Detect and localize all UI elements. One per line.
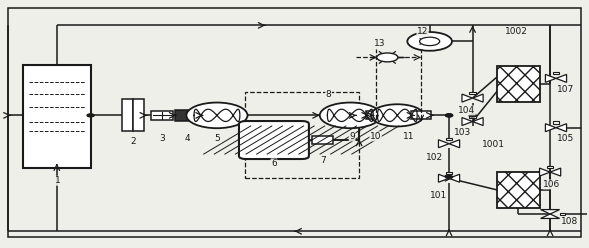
Circle shape: [87, 114, 94, 117]
Text: 3: 3: [160, 134, 165, 143]
Bar: [366, 111, 385, 120]
Bar: [122, 99, 133, 131]
Bar: [411, 111, 431, 120]
Polygon shape: [556, 124, 567, 132]
Bar: [469, 92, 476, 94]
Polygon shape: [556, 74, 567, 82]
Circle shape: [320, 102, 381, 128]
Bar: [257, 126, 292, 154]
Text: 4: 4: [185, 134, 190, 143]
Text: 102: 102: [426, 153, 443, 162]
Text: 103: 103: [454, 128, 471, 137]
Bar: [257, 126, 292, 154]
Text: 105: 105: [557, 134, 575, 143]
Bar: [312, 136, 333, 145]
Circle shape: [445, 175, 452, 178]
Bar: [553, 72, 559, 74]
Bar: [175, 110, 200, 121]
Text: 106: 106: [543, 180, 561, 189]
Polygon shape: [545, 124, 556, 132]
Bar: [257, 126, 292, 154]
Polygon shape: [449, 140, 459, 148]
Bar: [257, 126, 292, 154]
Text: 1002: 1002: [505, 27, 528, 36]
Text: 12: 12: [417, 27, 428, 36]
Bar: [151, 111, 173, 120]
Polygon shape: [541, 210, 560, 214]
Bar: [133, 99, 144, 131]
Bar: [257, 126, 292, 154]
Circle shape: [408, 32, 452, 51]
Circle shape: [186, 102, 247, 128]
Circle shape: [371, 104, 423, 126]
Polygon shape: [438, 174, 449, 182]
Text: 107: 107: [557, 85, 575, 94]
Bar: [257, 126, 292, 154]
Bar: [446, 172, 452, 174]
Bar: [257, 126, 292, 154]
Text: 10: 10: [370, 132, 381, 141]
Polygon shape: [541, 214, 560, 218]
Polygon shape: [472, 118, 483, 125]
Bar: [244, 92, 359, 178]
Bar: [547, 166, 553, 168]
Circle shape: [419, 37, 440, 46]
Polygon shape: [472, 94, 483, 102]
Polygon shape: [438, 140, 449, 148]
Bar: [257, 126, 292, 154]
Bar: [469, 115, 476, 118]
Polygon shape: [545, 74, 556, 82]
Bar: [257, 126, 292, 154]
Bar: [257, 126, 292, 154]
Text: 11: 11: [403, 132, 415, 141]
Text: 1: 1: [55, 176, 61, 185]
Text: 9: 9: [349, 132, 355, 141]
Bar: [257, 126, 292, 154]
Text: 13: 13: [374, 39, 385, 48]
Bar: [257, 126, 292, 154]
Bar: [560, 213, 565, 215]
Polygon shape: [550, 168, 561, 176]
Circle shape: [445, 114, 452, 117]
Text: 6: 6: [271, 159, 277, 168]
Polygon shape: [462, 94, 472, 102]
Bar: [446, 137, 452, 140]
Polygon shape: [462, 118, 472, 125]
Circle shape: [445, 114, 452, 117]
Bar: [257, 126, 292, 154]
Text: 5: 5: [214, 134, 220, 143]
Polygon shape: [449, 174, 459, 182]
FancyBboxPatch shape: [239, 121, 309, 159]
Text: 104: 104: [458, 106, 475, 115]
Polygon shape: [540, 168, 550, 176]
Bar: [257, 126, 292, 154]
Text: 101: 101: [430, 191, 447, 200]
Text: 2: 2: [130, 137, 135, 146]
Circle shape: [377, 53, 398, 62]
Bar: [497, 66, 540, 102]
Text: 8: 8: [326, 90, 332, 99]
Text: 1001: 1001: [482, 140, 505, 150]
Text: 7: 7: [320, 156, 326, 165]
Bar: [497, 172, 540, 208]
Bar: [23, 65, 91, 168]
Bar: [553, 122, 559, 124]
Text: 108: 108: [561, 217, 578, 226]
Bar: [257, 126, 292, 154]
Circle shape: [469, 114, 476, 117]
